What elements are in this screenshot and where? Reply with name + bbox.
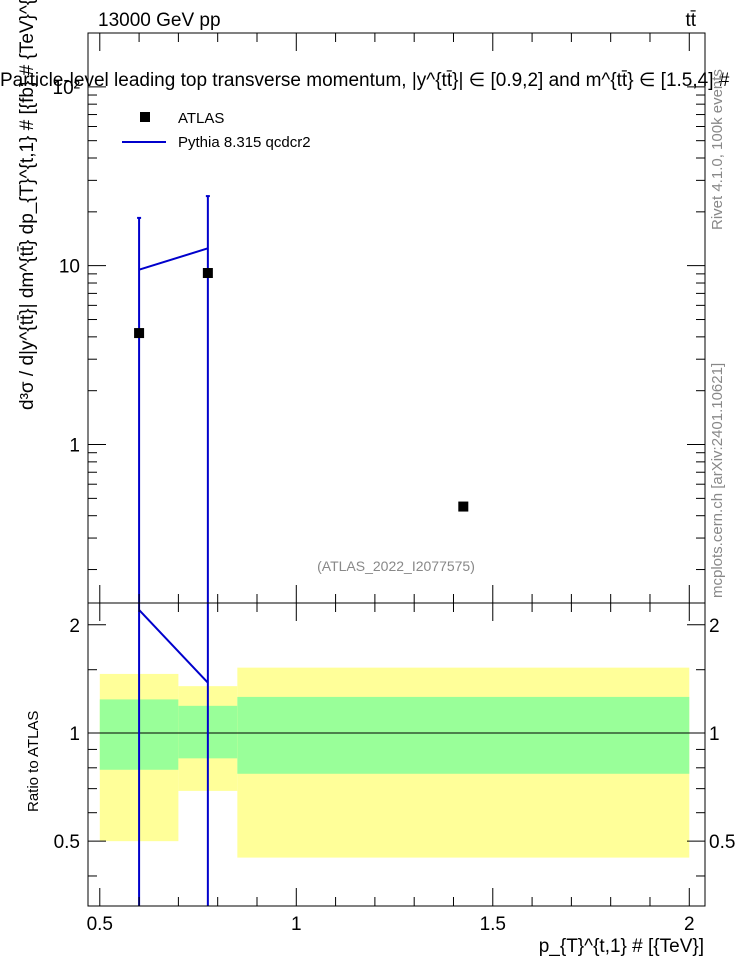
ratio-y-tick-label-right-0: 0.5: [709, 832, 735, 853]
x-tick-label-2: 1.5: [480, 914, 506, 935]
atlas-point-1: [202, 268, 213, 279]
legend: ATLAS Pythia 8.315 qcdcr2: [122, 110, 311, 151]
ratio-bands: [99, 667, 690, 858]
ratio-y-tick-label-left-1: 1: [69, 724, 80, 745]
pythia-line: [138, 247, 209, 271]
main-y-axis-label: d³σ / d|y^{tt̄}| dm^{tt̄} dp_{T}^{t,1} #…: [17, 0, 38, 410]
axes-frames: [87, 32, 706, 907]
rivet-label: Rivet 4.1.0, 100k events: [709, 69, 726, 230]
ratio-y-tick-label-right-2: 2: [709, 616, 720, 637]
legend-atlas-label: ATLAS: [178, 110, 224, 127]
x-axis-label: p_{T}^{t,1} # [{TeV}]: [539, 936, 704, 957]
ratio-mc-polyline: [138, 609, 209, 684]
ratio-y-tick-label-left-2: 2: [69, 616, 80, 637]
ratio-y-tick-label-right-1: 1: [709, 724, 720, 745]
main-y-tick-label-1: 10: [59, 257, 80, 278]
main-y-tick-label-0: 1: [69, 436, 80, 457]
x-tick-label-1: 1: [291, 914, 302, 935]
ratio-mc-line: [138, 603, 209, 906]
ratio-band-green-2: [237, 696, 690, 774]
legend-atlas-marker: [140, 112, 150, 122]
atlas-point-0: [134, 328, 145, 339]
ratio-frame: [87, 602, 706, 907]
main-y-tick-label-2: 10²: [53, 78, 80, 99]
mcplots-label: mcplots.cern.ch [arXiv:2401.10621]: [709, 363, 726, 598]
x-tick-label-0: 0.5: [87, 914, 113, 935]
main-marks: [134, 195, 469, 603]
plot-title: Particle-level leading top transverse mo…: [0, 70, 730, 91]
axis-ticks: 1 10 10² 0.5 1 1.5 2 0.5 0.5 1 1 2 2: [53, 32, 735, 935]
process-label: tt̄: [685, 10, 696, 31]
ratio-y-tick-label-left-0: 0.5: [54, 832, 80, 853]
legend-pythia-label: Pythia 8.315 qcdcr2: [178, 134, 311, 151]
x-tick-label-3: 2: [684, 914, 695, 935]
energy-label: 13000 GeV pp: [98, 10, 221, 31]
watermark: (ATLAS_2022_I2077575): [317, 558, 475, 574]
ratio-y-axis-label: Ratio to ATLAS: [25, 711, 42, 812]
atlas-point-2: [458, 501, 469, 512]
